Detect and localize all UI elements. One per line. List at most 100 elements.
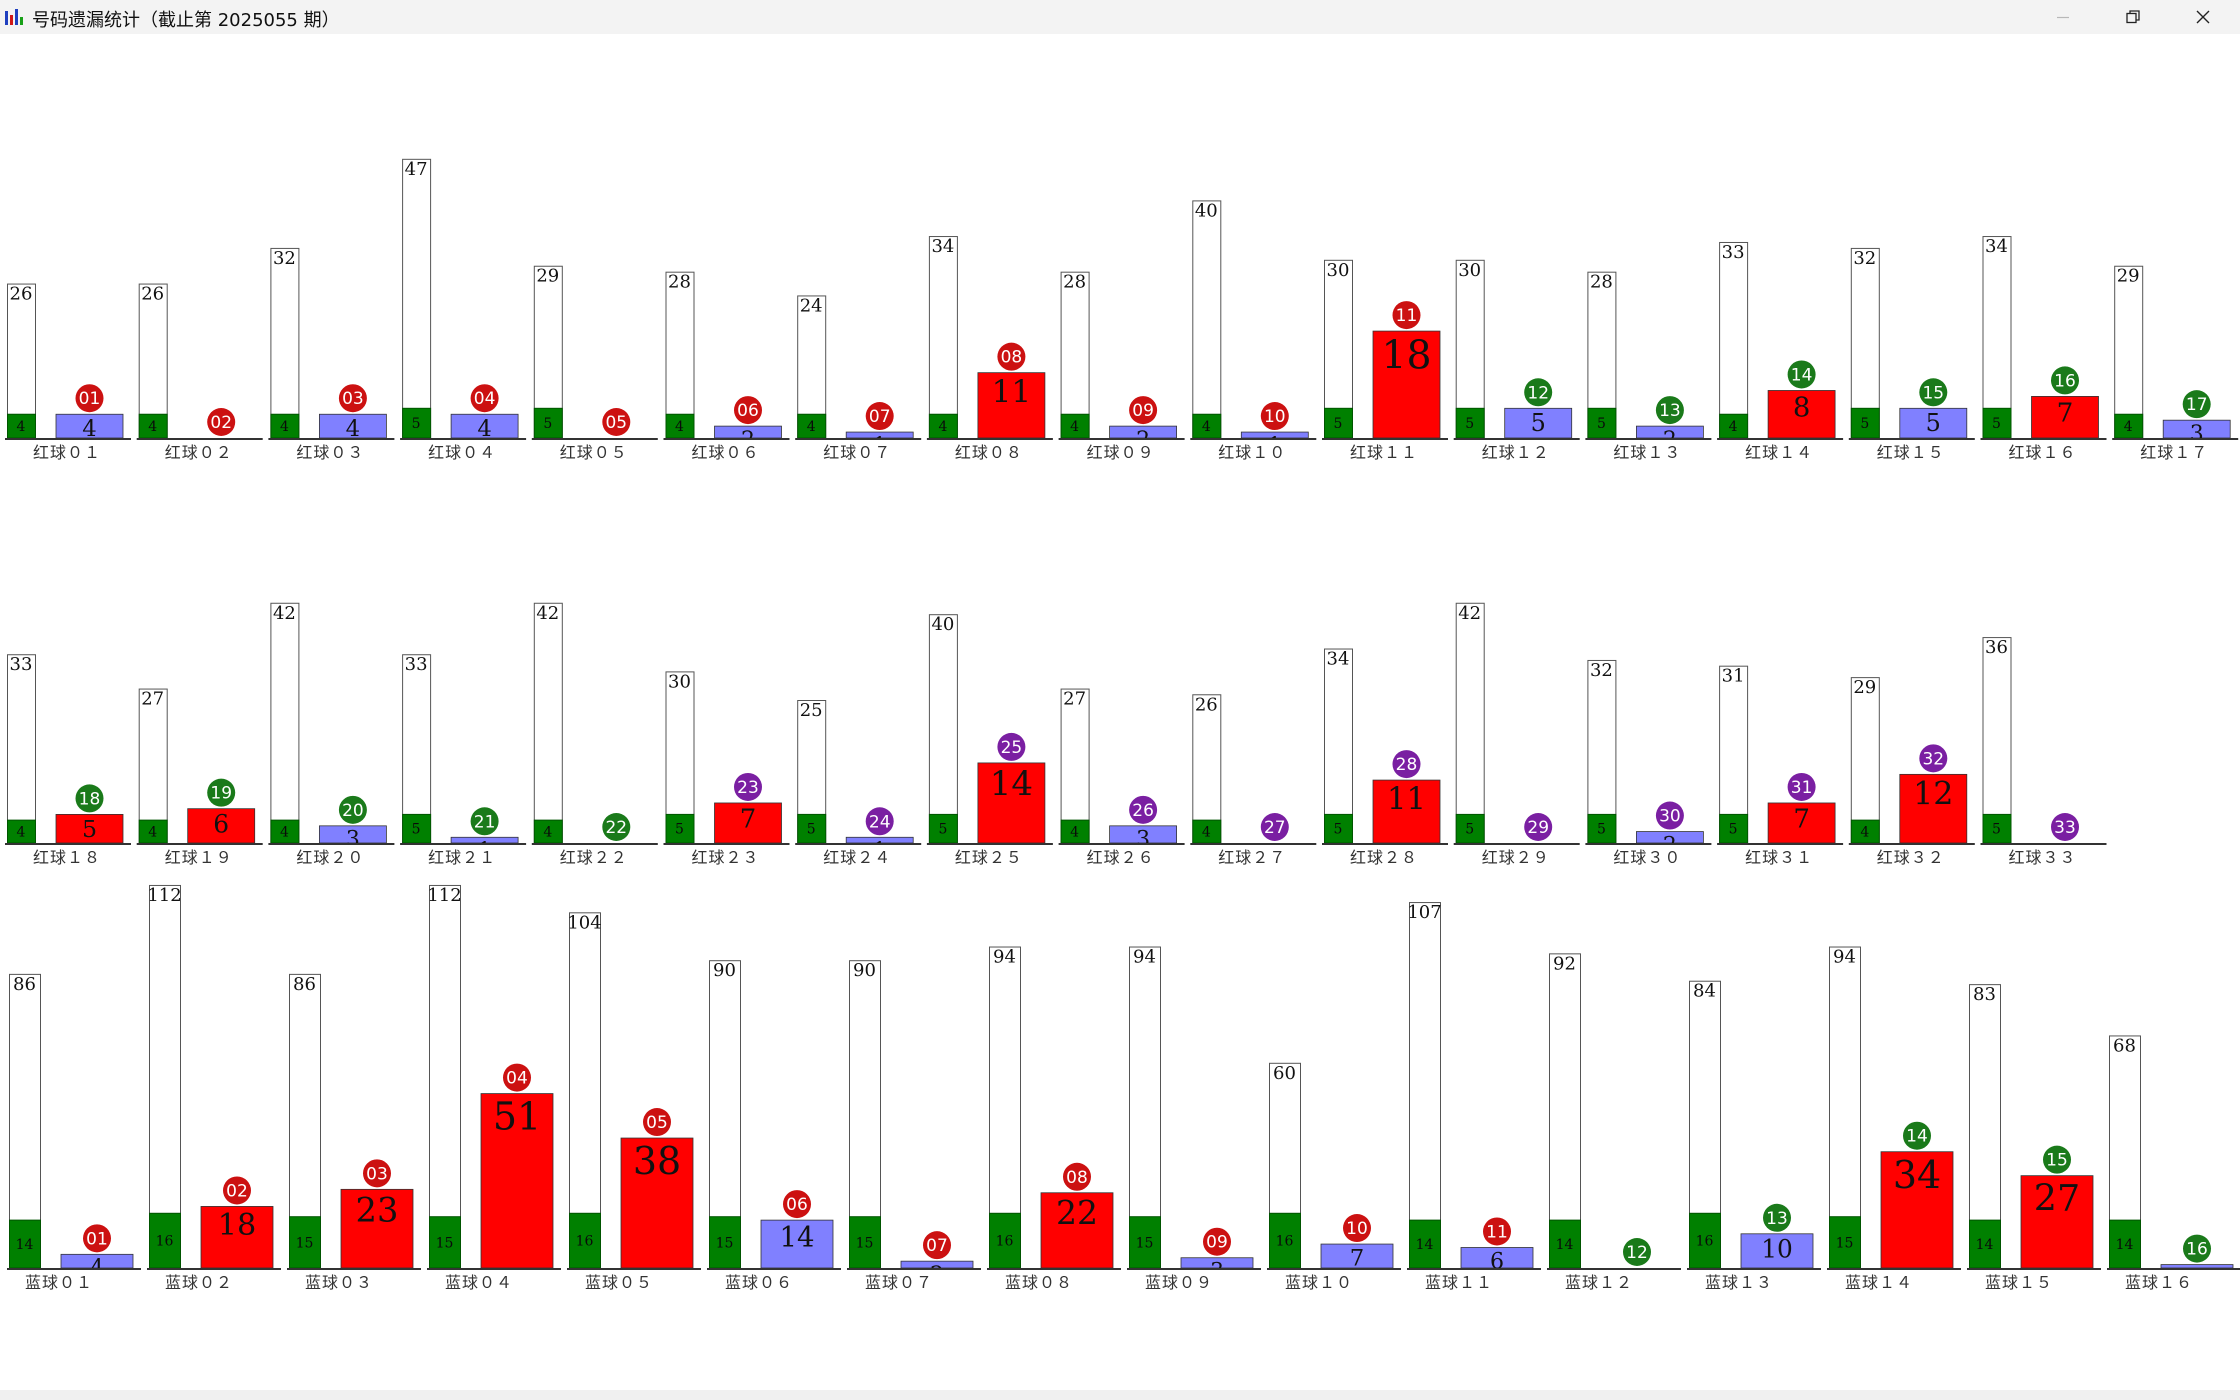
category-label: 红球２４: [823, 848, 891, 867]
number-badge: [207, 408, 236, 436]
bar-group: 112 15 51 04 蓝球０４: [427, 884, 561, 1292]
bar-group: 84 16 10 13 蓝球１３: [1687, 980, 1821, 1292]
number-badge: [1063, 1162, 1091, 1191]
category-label: 红球０５: [560, 443, 628, 462]
number-badge-label: 14: [1906, 1127, 1928, 1147]
max-bar: [1409, 902, 1441, 1269]
current-label: 5: [1926, 409, 1941, 437]
number-badge-label: 23: [737, 778, 759, 798]
bar-group: 68 14 1 16 蓝球１６: [2107, 1035, 2240, 1292]
avg-bar: [1324, 407, 1353, 439]
current-bar: [1740, 1233, 1814, 1269]
number-badge-label: 01: [79, 389, 101, 409]
title-bar: 号码遗漏统计（截止第 2025055 期）: [0, 0, 2240, 34]
avg-bar: [429, 1216, 461, 1269]
avg-label: 4: [938, 419, 947, 435]
bar-group: 28 5 2 13 红球１３: [1585, 271, 1712, 462]
current-label: 12: [1913, 777, 1953, 813]
minimize-button[interactable]: [2030, 0, 2096, 34]
max-bar: [138, 688, 168, 844]
max-label: 86: [293, 974, 316, 995]
number-badge-label: 18: [79, 789, 101, 809]
current-bar: [480, 1093, 554, 1269]
avg-label: 15: [1136, 1235, 1154, 1251]
max-label: 28: [668, 272, 691, 293]
avg-bar: [1829, 1216, 1861, 1269]
number-badge-label: 24: [869, 812, 891, 832]
max-bar: [270, 602, 300, 845]
current-label: 6: [1490, 1248, 1504, 1274]
number-badge: [1203, 1227, 1231, 1256]
category-label: 红球２０: [296, 848, 364, 867]
max-label: 42: [536, 603, 559, 624]
bar-group: 112 16 18 02 蓝球０２: [147, 884, 281, 1292]
max-bar: [429, 884, 461, 1270]
avg-label: 16: [1276, 1234, 1294, 1250]
number-badge-label: 01: [86, 1229, 108, 1249]
number-badge: [783, 1190, 811, 1219]
avg-label: 5: [1334, 416, 1343, 432]
close-button[interactable]: [2170, 0, 2236, 34]
number-badge-label: 26: [1132, 801, 1154, 821]
max-bar: [533, 602, 563, 845]
number-badge-label: 09: [1132, 401, 1154, 421]
number-badge-label: 10: [1264, 407, 1286, 427]
category-label: 蓝球１４: [1845, 1273, 1913, 1292]
category-label: 蓝球０９: [1145, 1273, 1213, 1292]
current-bar: [1372, 330, 1441, 439]
number-badge: [75, 784, 104, 813]
category-label: 红球０６: [691, 443, 759, 462]
max-label: 84: [1693, 981, 1716, 1002]
max-bar: [928, 614, 958, 845]
bar-group: 83 14 27 15 蓝球１５: [1967, 984, 2101, 1292]
max-bar: [1192, 200, 1222, 439]
avg-bar: [289, 1216, 321, 1269]
avg-bar: [1587, 407, 1617, 439]
avg-label: 4: [1070, 825, 1079, 841]
max-label: 29: [2117, 266, 2140, 287]
max-bar: [1850, 677, 1880, 844]
avg-label: 5: [1992, 416, 2001, 432]
number-badge-label: 19: [210, 784, 232, 804]
avg-label: 14: [16, 1237, 34, 1253]
category-label: 蓝球０６: [725, 1273, 793, 1292]
avg-label: 5: [1729, 822, 1738, 838]
max-label: 47: [405, 159, 428, 180]
bar-group: 34 5 11 28 红球２８: [1322, 648, 1448, 867]
current-label: 7: [2057, 398, 2074, 428]
avg-label: 5: [1992, 822, 2001, 838]
number-badge: [1260, 402, 1289, 431]
avg-label: 16: [156, 1234, 174, 1250]
current-bar: [977, 762, 1046, 844]
max-label: 33: [10, 654, 33, 675]
category-label: 红球１５: [1877, 443, 1945, 462]
avg-bar: [402, 813, 432, 844]
number-badge: [734, 396, 762, 425]
status-bar: [0, 1390, 2240, 1400]
current-bar: [1767, 802, 1836, 844]
number-badge: [2043, 1145, 2071, 1174]
number-badge: [338, 384, 367, 413]
number-badge: [1787, 772, 1816, 801]
close-icon: [2196, 10, 2210, 24]
number-badge: [1483, 1217, 1511, 1246]
max-label: 29: [536, 266, 559, 287]
number-badge: [1903, 1121, 1931, 1150]
avg-label: 14: [1556, 1237, 1574, 1253]
max-bar: [1982, 236, 2012, 439]
max-label: 28: [1590, 272, 1613, 293]
avg-label: 5: [1597, 416, 1606, 432]
max-label: 104: [567, 912, 601, 933]
avg-label: 15: [716, 1235, 734, 1251]
avg-label: 15: [436, 1235, 454, 1251]
avg-label: 4: [17, 419, 26, 435]
category-label: 红球３１: [1745, 848, 1813, 867]
restore-button[interactable]: [2100, 0, 2166, 34]
avg-bar: [533, 407, 563, 439]
current-label: 22: [1056, 1193, 1098, 1232]
number-badge: [207, 778, 236, 807]
avg-label: 4: [1860, 825, 1869, 841]
bar-group: 36 5 33 红球３３: [1980, 637, 2107, 867]
max-label: 42: [1458, 603, 1481, 624]
